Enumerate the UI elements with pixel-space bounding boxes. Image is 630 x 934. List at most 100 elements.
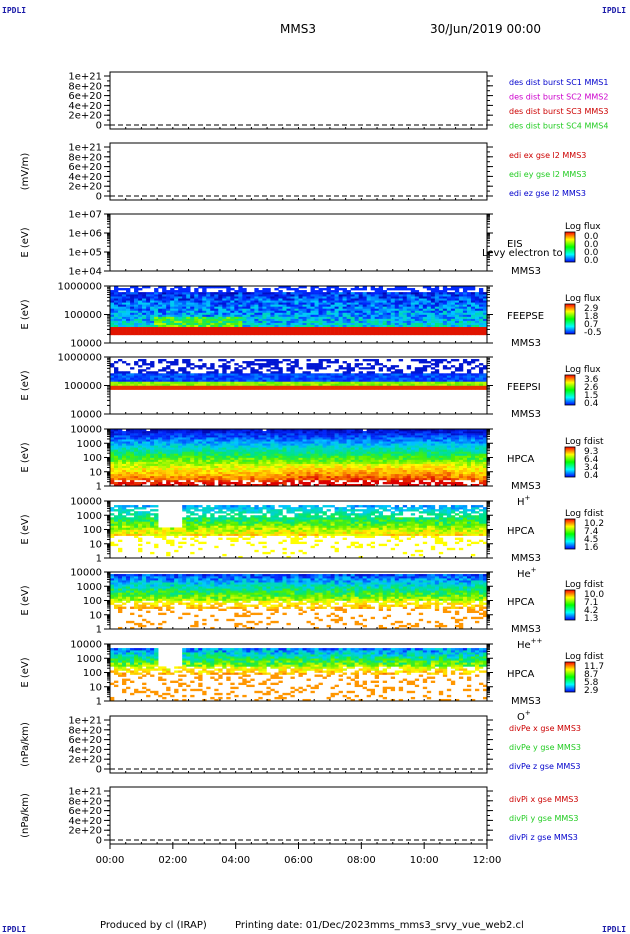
spectrogram-cell	[430, 296, 436, 299]
spectrogram-cell	[254, 475, 259, 479]
spectrogram-cell	[298, 381, 303, 384]
spectrogram-cell	[282, 304, 287, 307]
spectrogram-cell	[234, 429, 239, 432]
spectrogram-cell	[246, 294, 251, 297]
spectrogram-cell	[210, 467, 215, 471]
spectrogram-cell	[478, 328, 484, 332]
spectrogram-cell	[326, 328, 331, 332]
spectrogram-cell	[190, 322, 195, 325]
spectrogram-cell	[162, 373, 167, 376]
spectrogram-cell	[142, 457, 147, 460]
spectrogram-cell	[146, 330, 151, 334]
spectrogram-cell	[390, 387, 396, 390]
spectrogram-cell	[114, 326, 119, 330]
spectrogram-cell	[146, 320, 151, 323]
spectrogram-cell	[374, 381, 380, 384]
spectrogram-cell	[354, 292, 359, 295]
spectrogram-cell	[454, 286, 460, 289]
spectrogram-cell	[170, 459, 175, 462]
spectrogram-cell	[202, 326, 207, 330]
spectrogram-cell	[382, 375, 388, 378]
spectrogram-cell	[310, 328, 315, 332]
spectrogram-cell	[206, 326, 211, 330]
spectrogram-cell	[370, 310, 375, 313]
spectrogram-cell	[138, 332, 143, 336]
spectrogram-cell	[234, 298, 239, 301]
spectrogram-cell	[182, 379, 187, 382]
spectrogram-cell	[442, 375, 448, 378]
spectrogram-cell	[394, 302, 400, 305]
spectrogram-cell	[122, 439, 127, 442]
spectrogram-cell	[190, 449, 195, 452]
spectrogram-cell	[386, 381, 392, 384]
spectrogram-cell	[270, 371, 275, 374]
spectrogram-cell	[270, 475, 275, 479]
spectrogram-cell	[150, 371, 155, 374]
spectrogram-cell	[454, 300, 460, 303]
spectrogram-cell	[394, 306, 400, 309]
spectrogram-cell	[206, 479, 211, 483]
spectrogram-cell	[194, 385, 199, 388]
spectrogram-cell	[318, 467, 323, 471]
spectrogram-cell	[410, 294, 416, 297]
spectrogram-cell	[166, 312, 171, 315]
spectrogram-cell	[474, 381, 480, 384]
spectrogram-cell	[346, 322, 351, 325]
spectrogram-cell	[154, 447, 159, 450]
spectrogram-cell	[450, 310, 456, 313]
spectrogram-cell	[326, 375, 331, 378]
spectrogram-cell	[326, 310, 331, 313]
spectrogram-cell	[206, 481, 211, 485]
spectrogram-cell	[202, 465, 207, 468]
spectrogram-cell	[322, 308, 327, 311]
spectrogram-cell	[362, 316, 367, 319]
spectrogram-cell	[162, 322, 167, 325]
spectrogram-cell	[170, 316, 175, 319]
spectrogram-cell	[114, 290, 119, 293]
spectrogram-cell	[182, 431, 187, 434]
spectrogram-cell	[466, 316, 472, 319]
spectrogram-cell	[150, 449, 155, 452]
spectrogram-cell	[382, 310, 388, 313]
spectrogram-cell	[382, 290, 388, 293]
spectrogram-cell	[242, 377, 247, 380]
spectrogram-cell	[294, 363, 299, 366]
spectrogram-cell	[254, 467, 259, 471]
spectrogram-cell	[194, 288, 199, 291]
spectrogram-cell	[326, 443, 331, 446]
spectrogram-cell	[314, 441, 319, 444]
spectrogram-cell	[114, 477, 119, 481]
spectrogram-cell	[278, 286, 283, 289]
spectrogram-cell	[326, 467, 331, 471]
spectrogram-cell	[230, 465, 235, 468]
spectrogram-cell	[346, 363, 351, 366]
spectrogram-cell	[454, 383, 460, 386]
spectrogram-cell	[478, 387, 484, 390]
spectrogram-cell	[142, 300, 147, 303]
colorbar	[564, 303, 576, 335]
spectrogram-cell	[198, 385, 203, 388]
spectrogram-cell	[406, 310, 412, 313]
spectrogram-cell	[462, 320, 468, 323]
spectrogram-cell	[318, 379, 323, 382]
spectrogram-cell	[114, 314, 119, 317]
spectrogram-cell	[318, 310, 323, 313]
spectrogram-cell	[394, 320, 400, 323]
spectrogram-cell	[430, 306, 436, 309]
spectrogram-cell	[242, 302, 247, 305]
spectrogram-cell	[110, 467, 115, 471]
spectrogram-cell	[274, 296, 279, 299]
spectrogram-cell	[338, 300, 343, 303]
spectrogram-cell	[318, 475, 323, 479]
spectrogram-cell	[382, 298, 388, 301]
spectrogram-cell	[378, 367, 384, 370]
spectrogram-cell	[138, 483, 143, 487]
spectrogram-cell	[466, 377, 472, 380]
spectrogram-cell	[214, 377, 219, 380]
spectrogram-cell	[382, 322, 388, 325]
spectrogram-cell	[178, 457, 183, 460]
spectrogram-cell	[338, 381, 343, 384]
spectrogram-cell	[430, 326, 436, 330]
spectrogram-cell	[350, 328, 355, 332]
